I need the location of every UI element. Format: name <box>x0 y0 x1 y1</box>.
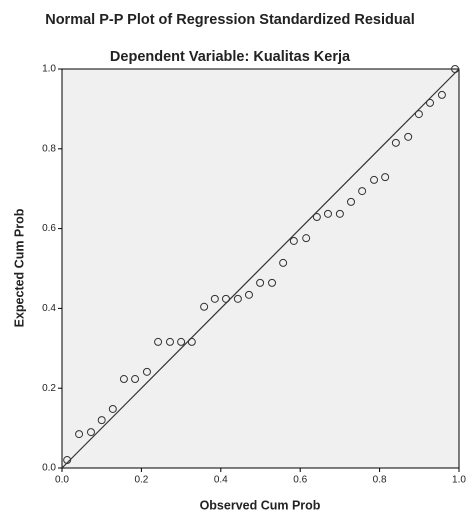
y-tick-label: 0.8 <box>42 143 56 154</box>
x-tick-label: 1.0 <box>452 475 466 486</box>
y-axis-label: Expected Cum Prob <box>12 208 26 327</box>
x-tick-label: 0.0 <box>55 475 69 486</box>
y-tick-label: 0.0 <box>42 463 56 474</box>
y-tick-label: 0.4 <box>42 303 56 314</box>
x-tick-label: 0.8 <box>373 475 387 486</box>
x-axis-label: Observed Cum Prob <box>200 498 321 512</box>
x-tick-label: 0.6 <box>293 475 307 486</box>
y-tick-label: 0.2 <box>42 383 56 394</box>
chart-subtitle: Dependent Variable: Kualitas Kerja <box>110 49 351 65</box>
chart-title: Normal P-P Plot of Regression Standardiz… <box>45 12 415 28</box>
x-tick-label: 0.2 <box>134 475 148 486</box>
y-tick-label: 1.0 <box>42 64 56 75</box>
chart: Normal P-P Plot of Regression Standardiz… <box>0 0 467 515</box>
y-tick-label: 0.6 <box>42 223 56 234</box>
x-tick-label: 0.4 <box>214 475 228 486</box>
